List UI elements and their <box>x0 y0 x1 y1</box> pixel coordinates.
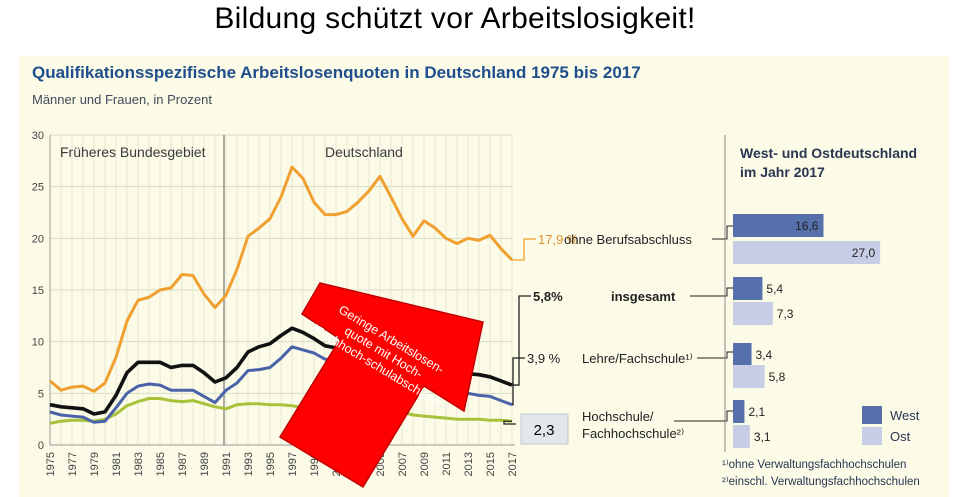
x-tick-label: 2013 <box>463 452 475 476</box>
series-end-value: 5,8% <box>533 289 563 304</box>
line-series <box>49 165 514 393</box>
x-tick-label: 1995 <box>265 452 277 476</box>
y-tick-label: 20 <box>32 233 44 245</box>
leader-line <box>697 351 733 359</box>
bar-value-label: 3,1 <box>754 430 771 444</box>
x-tick-label: 1993 <box>243 452 255 476</box>
bar <box>733 241 881 264</box>
callout-arrow: Geringe Arbeitslosen- quote mit Hoch- /F… <box>278 282 484 489</box>
bar-value-label: 5,8 <box>769 370 786 384</box>
series-name-line: Hochschule/ <box>582 409 654 424</box>
x-tick-label: 1983 <box>133 452 145 476</box>
x-tick-label: 1977 <box>67 452 79 476</box>
x-tick-label: 2015 <box>485 452 497 476</box>
connector-line <box>503 420 516 425</box>
bar <box>733 277 763 300</box>
bar-value-label: 3,4 <box>756 348 773 362</box>
chart-panel <box>19 56 949 497</box>
region-label-right: Deutschland <box>325 144 403 160</box>
bar <box>733 343 752 366</box>
callout-value: 2,3 <box>534 422 555 439</box>
footnote-2: ²⁾einschl. Verwaltungsfachhochschulen <box>722 475 920 488</box>
bar-value-label: 27,0 <box>852 246 876 260</box>
bar <box>733 365 765 388</box>
y-tick-label: 10 <box>32 337 44 349</box>
y-tick-label: 5 <box>38 388 44 400</box>
x-tick-label: 1987 <box>177 452 189 476</box>
bar-panel-title-line1: West- und Ostdeutschland <box>740 145 917 161</box>
region-label-left: Früheres Bundesgebiet <box>60 144 206 160</box>
bar-chart: 16,6 5,4 3,4 2,1 27,0 7,3 5,8 3,1 <box>733 214 881 448</box>
bar <box>733 425 750 448</box>
connector-line <box>512 357 525 406</box>
bar-legend: West Ost <box>862 406 920 445</box>
x-tick-label: 1981 <box>111 452 123 476</box>
bar-value-label: 2,1 <box>748 405 765 419</box>
series-name: Hochschule/Fachhochschule²⁾ <box>582 409 684 441</box>
leader-line <box>712 225 733 240</box>
callout-arrow-shape <box>278 282 484 489</box>
x-tick-label: 2011 <box>441 452 453 476</box>
x-tick-label: 1975 <box>45 452 57 476</box>
connector-lines <box>503 225 733 425</box>
legend-swatch <box>862 406 882 424</box>
line-series <box>49 397 513 425</box>
leader-line <box>674 410 733 422</box>
y-tick-label: 30 <box>32 130 44 142</box>
bar <box>733 400 745 423</box>
x-tick-labels: 1975 1977 1979 1981 1983 1985 1987 1989 1991 1993… <box>45 452 519 476</box>
x-tick-label: 2007 <box>397 452 409 476</box>
series-name-line: Fachhochschule²⁾ <box>582 426 684 441</box>
y-tick-labels: 0 5 10 15 20 25 30 <box>32 130 44 452</box>
chart-subtitle: Männer und Frauen, in Prozent <box>32 92 212 107</box>
bar-value-label: 7,3 <box>777 307 794 321</box>
bar-value-label: 16,6 <box>795 219 819 233</box>
x-tick-label: 1985 <box>155 452 167 476</box>
legend-label: West <box>890 408 920 423</box>
legend-swatch <box>862 427 882 445</box>
connector-line <box>512 295 531 386</box>
series-name: insgesamt <box>611 289 676 304</box>
y-tick-label: 25 <box>32 182 44 194</box>
x-tick-label: 1979 <box>89 452 101 476</box>
slide-title: Bildung schützt vor Arbeitslosigkeit! <box>214 2 696 35</box>
bar <box>733 214 824 237</box>
x-tick-label: 1989 <box>199 452 211 476</box>
series-end-value: 3,9 % <box>527 351 561 366</box>
connector-line <box>512 238 536 261</box>
y-tick-label: 0 <box>38 440 44 452</box>
series-name: ohne Berufsabschluss <box>564 232 692 247</box>
x-tick-label: 2017 <box>507 452 519 476</box>
footnote-1: ¹⁾ohne Verwaltungsfachhochschulen <box>722 458 906 471</box>
series-end-labels: 17,9 %ohne Berufsabschluss 5,8% insgesamt 3… <box>527 232 693 441</box>
leader-line <box>690 287 733 297</box>
callout-value-box <box>520 413 569 445</box>
bar <box>733 302 773 325</box>
bar-panel-title-line2: im Jahr 2017 <box>740 164 825 180</box>
chart-title: Qualifikationsspezifische Arbeitslosenqu… <box>32 63 641 82</box>
x-tick-label: 1997 <box>287 452 299 476</box>
bar-value-label: 5,4 <box>766 282 783 296</box>
series-end-value: 17,9 % <box>538 232 579 247</box>
y-tick-label: 15 <box>32 285 44 297</box>
series-name: Lehre/Fachschule¹⁾ <box>582 351 693 366</box>
x-tick-label: 1991 <box>221 452 233 476</box>
x-tick-label: 2009 <box>419 452 431 476</box>
legend-label: Ost <box>890 429 911 444</box>
